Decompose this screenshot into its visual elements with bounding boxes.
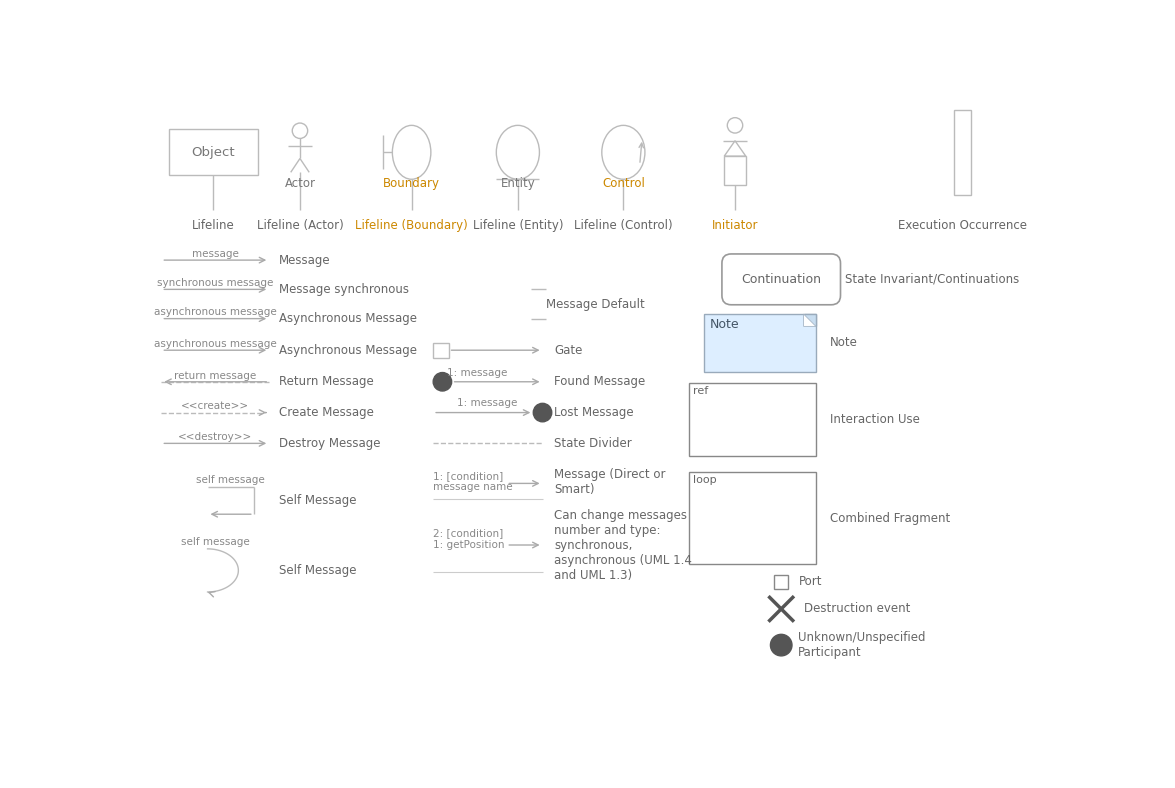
Bar [954, 110, 971, 195]
Circle shape [434, 373, 451, 391]
Text: State Invariant/Continuations: State Invariant/Continuations [845, 273, 1020, 286]
Text: Unknown/Unspecified
Participant: Unknown/Unspecified Participant [798, 631, 926, 659]
Text: Interaction Use: Interaction Use [830, 414, 920, 426]
Text: ref: ref [693, 386, 707, 396]
Text: Message: Message [280, 254, 331, 266]
Text: Asynchronous Message: Asynchronous Message [280, 312, 417, 325]
Text: self message: self message [196, 475, 266, 485]
Bar [724, 156, 746, 185]
Text: Lifeline (Control): Lifeline (Control) [575, 219, 672, 232]
Text: Execution Occurrence: Execution Occurrence [898, 219, 1027, 232]
Text: Asynchronous Message: Asynchronous Message [280, 344, 417, 357]
Text: Port: Port [799, 575, 822, 589]
Text: Destruction event: Destruction event [804, 602, 909, 615]
Text: Note: Note [830, 336, 858, 349]
Text: <<destroy>>: <<destroy>> [179, 432, 253, 442]
Text: Found Message: Found Message [555, 375, 645, 388]
Text: <<create>>: <<create>> [181, 401, 249, 411]
FancyBboxPatch shape [721, 254, 840, 305]
Bar [704, 314, 815, 372]
Text: 1: message: 1: message [457, 398, 517, 408]
Ellipse shape [496, 125, 539, 179]
Text: Combined Fragment: Combined Fragment [830, 511, 949, 525]
Text: self message: self message [181, 537, 249, 547]
Text: 2: [condition]: 2: [condition] [434, 529, 503, 538]
Text: Lost Message: Lost Message [555, 406, 633, 419]
Text: Boundary: Boundary [383, 177, 441, 190]
Text: Destroy Message: Destroy Message [280, 437, 381, 450]
Text: Message synchronous: Message synchronous [280, 283, 409, 296]
Text: Lifeline (Actor): Lifeline (Actor) [256, 219, 343, 232]
Text: Create Message: Create Message [280, 406, 374, 419]
Text: State Divider: State Divider [555, 437, 632, 450]
Text: loop: loop [693, 474, 717, 485]
Text: Note: Note [710, 318, 739, 331]
Text: Return Message: Return Message [280, 375, 374, 388]
Text: Gate: Gate [555, 344, 583, 357]
Ellipse shape [392, 125, 431, 179]
Circle shape [771, 634, 792, 656]
Text: Self Message: Self Message [280, 564, 357, 577]
Text: message: message [192, 249, 239, 259]
Text: return message: return message [174, 370, 256, 381]
Text: message name: message name [434, 482, 512, 492]
Text: Message (Direct or
Smart): Message (Direct or Smart) [555, 468, 665, 496]
Text: Object: Object [192, 146, 235, 159]
Text: 1: getPosition: 1: getPosition [434, 540, 505, 550]
Text: synchronous message: synchronous message [157, 278, 274, 288]
Bar [689, 472, 815, 564]
Ellipse shape [602, 125, 645, 179]
Circle shape [533, 403, 552, 422]
Bar [434, 343, 449, 358]
Text: Lifeline: Lifeline [192, 219, 235, 232]
Text: Continuation: Continuation [741, 273, 821, 286]
Text: Message Default: Message Default [546, 298, 645, 310]
Text: Initiator: Initiator [712, 219, 758, 232]
Bar [774, 575, 788, 589]
Text: Self Message: Self Message [280, 494, 357, 507]
Polygon shape [804, 314, 815, 326]
Bar [169, 129, 257, 176]
Polygon shape [804, 314, 815, 326]
Text: Lifeline (Boundary): Lifeline (Boundary) [355, 219, 468, 232]
Text: Entity: Entity [501, 177, 536, 190]
Text: Actor: Actor [284, 177, 315, 190]
Polygon shape [724, 141, 746, 156]
Text: 1: [condition]: 1: [condition] [434, 470, 503, 481]
Circle shape [727, 117, 743, 133]
Text: 1: message: 1: message [446, 367, 508, 377]
Text: Lifeline (Entity): Lifeline (Entity) [472, 219, 563, 232]
Text: asynchronous message: asynchronous message [154, 339, 276, 349]
Circle shape [293, 123, 308, 139]
Text: asynchronous message: asynchronous message [154, 307, 276, 318]
Text: Control: Control [602, 177, 645, 190]
Text: Can change messages
number and type:
synchronous,
asynchronous (UML 1.4
and UML : Can change messages number and type: syn… [555, 508, 692, 582]
Bar [689, 383, 815, 456]
